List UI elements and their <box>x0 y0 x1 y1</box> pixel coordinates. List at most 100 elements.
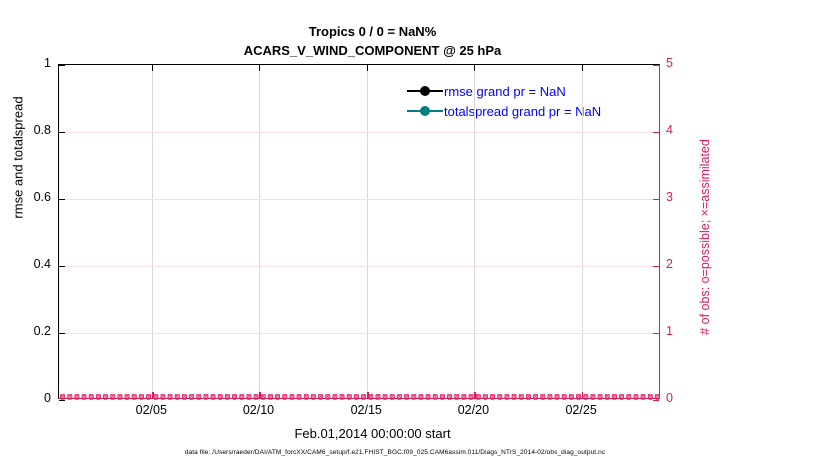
y-axis-left-tick-label: 0 <box>44 391 51 405</box>
obs-assimilated-marker: × <box>503 392 511 403</box>
obs-possible-marker: o <box>59 392 66 403</box>
obs-possible-marker: o <box>360 392 367 403</box>
obs-possible-marker: o <box>654 392 659 403</box>
obs-assimilated-marker: × <box>539 392 546 403</box>
obs-possible-marker: o <box>231 392 238 403</box>
obs-possible-marker: o <box>310 392 317 403</box>
obs-possible-marker: o <box>159 392 166 403</box>
obs-possible-marker: o <box>116 392 123 403</box>
obs-assimilated-marker: × <box>231 392 238 403</box>
x-axis-tick-top <box>152 65 154 71</box>
legend-label-totalspread: totalspread grand pr = NaN <box>444 103 602 119</box>
obs-assimilated-marker: × <box>654 392 659 403</box>
x-axis-tick <box>474 392 476 398</box>
obs-possible-marker: o <box>324 392 331 403</box>
obs-assimilated-marker: × <box>432 392 439 403</box>
obs-assimilated-marker: × <box>346 392 353 403</box>
obs-assimilated-marker: × <box>618 392 625 403</box>
obs-possible-marker: o <box>138 392 145 403</box>
obs-assimilated-marker: × <box>596 392 604 403</box>
obs-possible-marker: o <box>417 392 424 403</box>
obs-assimilated-marker: × <box>288 392 296 403</box>
obs-assimilated-marker: × <box>174 392 181 403</box>
obs-assimilated-marker: × <box>374 392 382 403</box>
y-axis-right-tick-label: 1 <box>666 324 673 338</box>
legend-label-rmse: rmse grand pr = NaN <box>444 83 566 99</box>
legend-item-totalspread[interactable]: totalspread grand pr = NaN <box>407 101 657 121</box>
obs-assimilated-marker: × <box>310 392 317 403</box>
obs-assimilated-marker: × <box>123 392 131 403</box>
y-axis-right-tick-label: 0 <box>666 391 673 405</box>
y-axis-left-tick-label: 0.2 <box>33 324 51 338</box>
obs-assimilated-marker: × <box>532 392 539 403</box>
obs-assimilated-marker: × <box>568 392 575 403</box>
obs-possible-marker: o <box>489 392 496 403</box>
obs-possible-marker: o <box>181 392 188 403</box>
x-axis-tick-top <box>474 65 476 71</box>
obs-assimilated-marker: × <box>460 392 468 403</box>
obs-possible-marker: o <box>109 392 116 403</box>
obs-possible-marker: o <box>353 392 360 403</box>
x-axis-tick <box>582 392 584 398</box>
obs-assimilated-marker: × <box>188 392 195 403</box>
obs-possible-marker: o <box>317 392 324 403</box>
obs-possible-marker: o <box>632 392 639 403</box>
obs-assimilated-marker: × <box>109 392 116 403</box>
obs-possible-marker: o <box>346 392 353 403</box>
y-axis-right-tick-label: 3 <box>666 190 673 204</box>
obs-assimilated-marker: × <box>274 392 281 403</box>
x-gridline <box>367 65 369 398</box>
obs-assimilated-marker: × <box>195 392 202 403</box>
x-axis-tick-top <box>259 65 261 71</box>
obs-possible-marker: o <box>81 392 88 403</box>
y-axis-tick <box>59 400 65 402</box>
obs-possible-marker: o <box>539 392 546 403</box>
obs-possible-marker: o <box>145 392 152 403</box>
obs-assimilated-marker: × <box>353 392 360 403</box>
legend-item-rmse[interactable]: rmse grand pr = NaN <box>407 81 657 101</box>
obs-assimilated-marker: × <box>331 392 339 403</box>
obs-assimilated-marker: × <box>88 392 95 403</box>
x-axis-tick-label: 02/05 <box>135 403 167 417</box>
obs-assimilated-marker: × <box>66 392 73 403</box>
obs-possible-marker: o <box>331 392 338 403</box>
obs-assimilated-marker: × <box>439 392 446 403</box>
obs-possible-marker: o <box>453 392 460 403</box>
y-axis-right-tick <box>653 65 659 67</box>
obs-assimilated-marker: × <box>181 392 188 403</box>
y-axis-tick <box>59 333 65 335</box>
x-axis-tick-label: 02/20 <box>457 403 490 417</box>
obs-assimilated-marker: × <box>396 392 403 403</box>
x-gridline <box>582 65 584 398</box>
obs-possible-marker: o <box>496 392 503 403</box>
obs-assimilated-marker: × <box>252 392 260 403</box>
obs-assimilated-marker: × <box>489 392 496 403</box>
data-file-footer: data file: /Users/raeder/DAI/ATM_forcXX/… <box>184 449 606 456</box>
obs-assimilated-marker: × <box>403 392 410 403</box>
chart-title-block: Tropics 0 / 0 = NaN% ACARS_V_WIND_COMPON… <box>0 22 745 60</box>
obs-assimilated-marker: × <box>453 392 460 403</box>
obs-assimilated-marker: × <box>209 392 217 403</box>
obs-possible-marker: o <box>511 392 518 403</box>
x-axis-tick-label: 02/10 <box>242 403 275 417</box>
y-axis-left-title: rmse and totalspread <box>10 96 26 219</box>
obs-possible-marker: o <box>210 392 217 403</box>
obs-possible-marker: o <box>625 392 632 403</box>
obs-possible-marker: o <box>482 392 489 403</box>
legend-swatch-totalspread <box>407 104 443 118</box>
obs-possible-marker: o <box>303 392 310 403</box>
obs-possible-marker: o <box>582 392 589 403</box>
y-gridline <box>59 199 659 200</box>
obs-possible-marker: o <box>152 392 159 403</box>
obs-assimilated-marker: × <box>281 392 288 403</box>
plot-area: rmse grand pr = NaN totalspread grand pr… <box>58 64 660 403</box>
obs-possible-marker: o <box>281 392 288 403</box>
y-axis-tick <box>59 132 65 134</box>
obs-assimilated-marker: × <box>611 392 618 403</box>
obs-assimilated-marker: × <box>389 392 396 403</box>
chart-legend: rmse grand pr = NaN totalspread grand pr… <box>407 81 657 121</box>
obs-possible-marker: o <box>432 392 439 403</box>
obs-assimilated-marker: × <box>338 392 346 403</box>
x-axis-tick <box>152 392 154 398</box>
obs-possible-marker: o <box>589 392 596 403</box>
